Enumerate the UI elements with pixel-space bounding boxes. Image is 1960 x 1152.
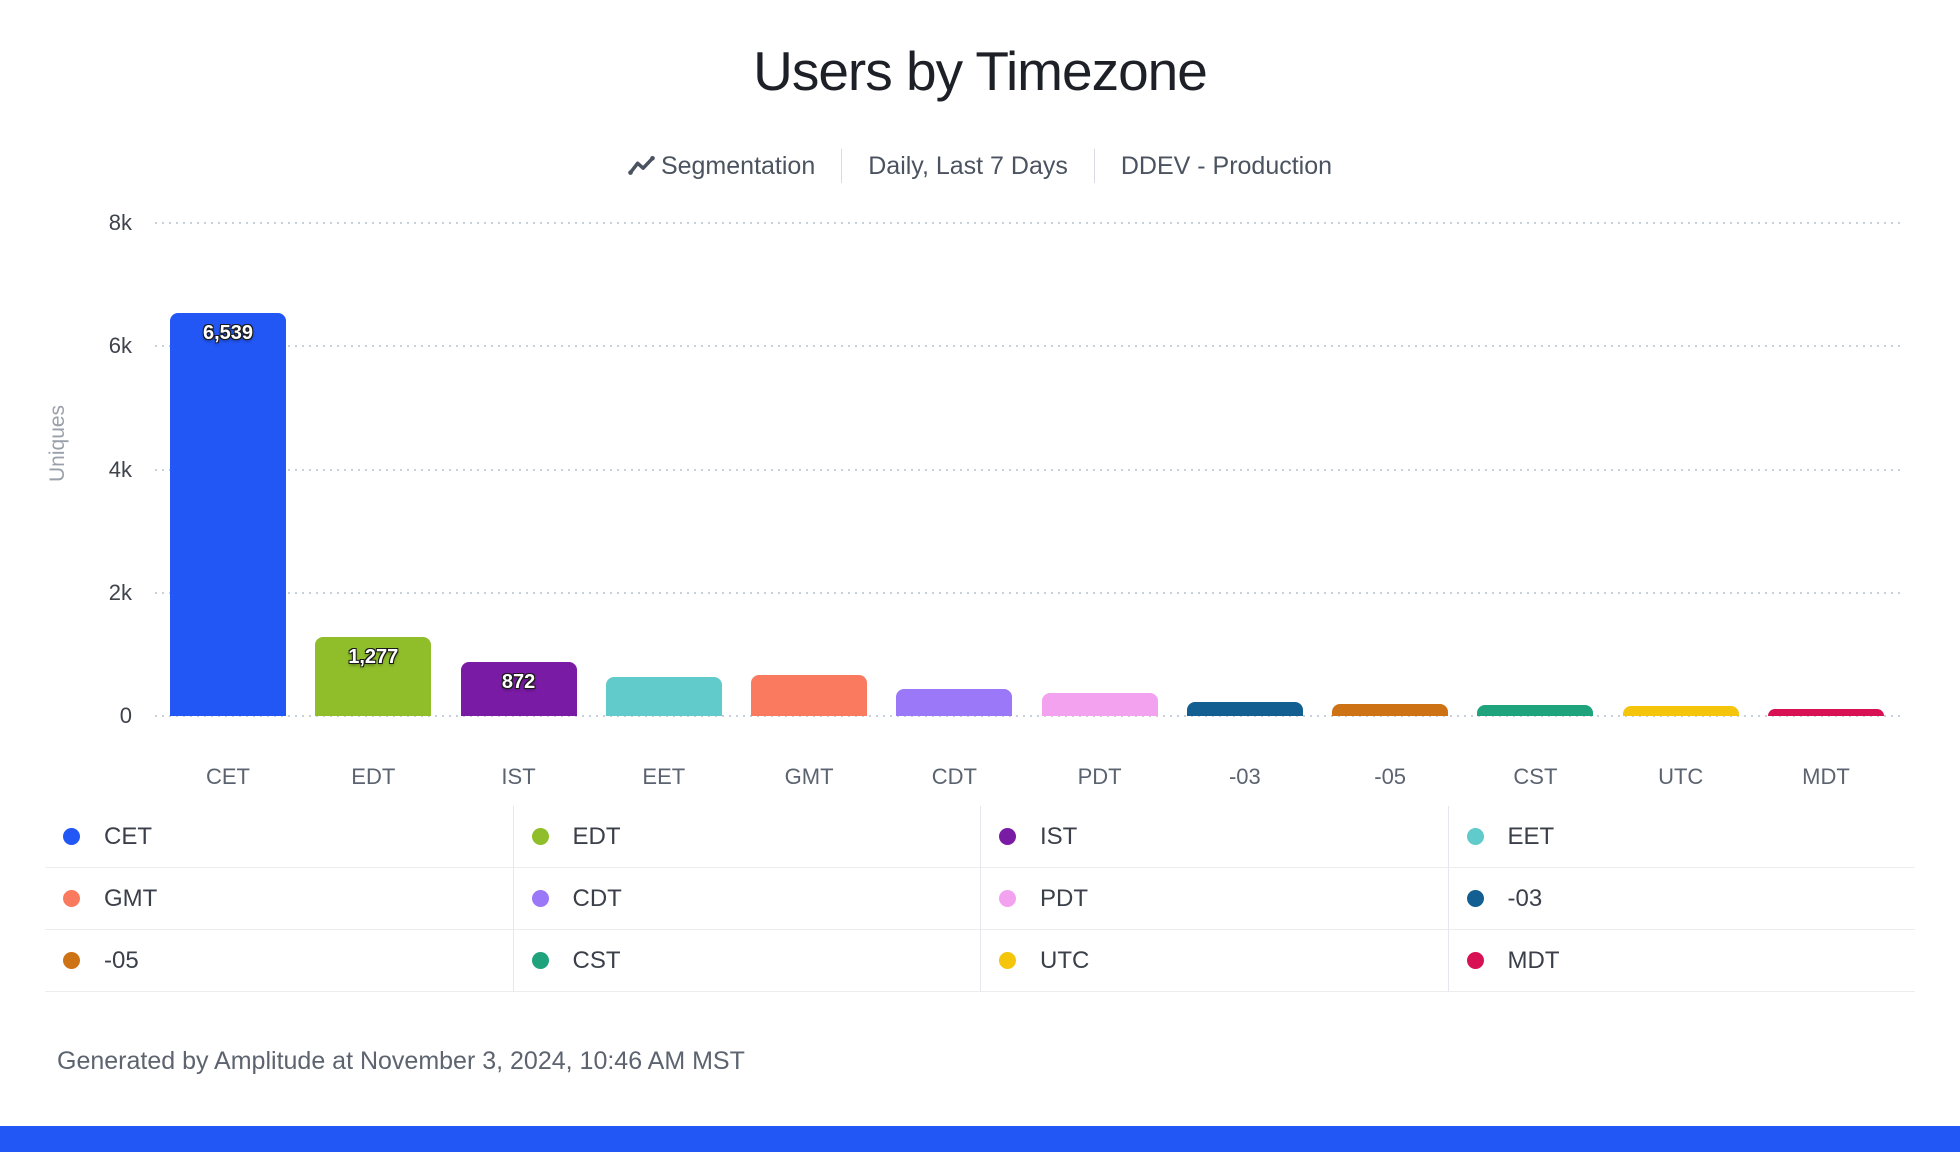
bar-CDT[interactable] bbox=[896, 688, 1013, 716]
legend-item--05[interactable]: -05 bbox=[45, 930, 513, 992]
y-tick-label: 4k bbox=[108, 456, 132, 482]
legend-color-dot bbox=[999, 828, 1016, 845]
x-tick-label: CET bbox=[206, 764, 250, 789]
bar--03[interactable] bbox=[1186, 701, 1303, 716]
legend-label: CET bbox=[104, 822, 152, 850]
bar-MDT[interactable] bbox=[1767, 709, 1884, 716]
gridline-6k bbox=[155, 345, 1905, 348]
legend-item--03[interactable]: -03 bbox=[1447, 868, 1915, 930]
meta-project: DDEV - Production bbox=[1121, 152, 1332, 181]
meta-chart-type: Segmentation bbox=[628, 152, 815, 181]
legend-label: -03 bbox=[1507, 884, 1543, 912]
gridline-2k bbox=[155, 591, 1905, 594]
legend-item-CST[interactable]: CST bbox=[512, 930, 980, 992]
legend-color-dot bbox=[63, 952, 80, 969]
legend-item-EET[interactable]: EET bbox=[1447, 806, 1915, 868]
meta-chart-type-label: Segmentation bbox=[660, 151, 816, 180]
legend-item-CET[interactable]: CET bbox=[45, 806, 513, 868]
bar--05[interactable] bbox=[1332, 703, 1449, 716]
legend-label: EET bbox=[1507, 822, 1555, 850]
legend-label: UTC bbox=[1040, 946, 1090, 974]
legend-color-dot bbox=[1466, 890, 1484, 907]
bar-GMT[interactable] bbox=[751, 675, 868, 716]
x-tick-label: CDT bbox=[931, 764, 977, 789]
legend-color-dot bbox=[1466, 828, 1484, 845]
legend-item-EDT[interactable]: EDT bbox=[512, 806, 980, 868]
meta-divider bbox=[1093, 149, 1095, 183]
y-tick-label: 6k bbox=[108, 333, 132, 359]
x-tick-label: GMT bbox=[784, 764, 834, 789]
legend-item-PDT[interactable]: PDT bbox=[980, 868, 1448, 930]
x-tick-label: CST bbox=[1513, 764, 1558, 789]
bar-value-label: 872 bbox=[501, 671, 536, 694]
legend-item-CDT[interactable]: CDT bbox=[512, 868, 980, 930]
legend-label: CDT bbox=[572, 884, 622, 912]
chart-meta-row: Segmentation Daily, Last 7 Days DDEV - P… bbox=[0, 147, 1960, 185]
meta-date-range: Daily, Last 7 Days bbox=[868, 152, 1068, 181]
x-tick-label: EET bbox=[642, 764, 686, 789]
gridline-8k bbox=[155, 222, 1905, 224]
legend-item-IST[interactable]: IST bbox=[980, 806, 1448, 868]
legend-table: CET EDT IST EET GMT CDT PDT -03 -05 CST UTC MDT bbox=[45, 806, 1915, 992]
y-tick-label: 8k bbox=[108, 210, 132, 235]
bar-CET[interactable] bbox=[170, 313, 286, 716]
legend-label: GMT bbox=[104, 884, 158, 912]
legend-label: MDT bbox=[1507, 946, 1560, 974]
x-tick-label: IST bbox=[501, 764, 536, 789]
bar-IST[interactable] bbox=[460, 662, 577, 716]
legend-item-UTC[interactable]: UTC bbox=[980, 930, 1448, 992]
line-chart-icon bbox=[628, 155, 655, 177]
meta-project-label: DDEV - Production bbox=[1120, 151, 1333, 180]
legend-color-dot bbox=[999, 890, 1016, 907]
legend-color-dot bbox=[1466, 952, 1484, 969]
x-tick-label: MDT bbox=[1802, 764, 1850, 789]
bar-CST[interactable] bbox=[1477, 704, 1594, 716]
legend-label: -05 bbox=[104, 946, 139, 974]
legend-label: EDT bbox=[572, 822, 621, 850]
bar-UTC[interactable] bbox=[1622, 706, 1739, 716]
bar-EET[interactable] bbox=[605, 676, 722, 716]
brand-bottom-bar bbox=[0, 1126, 1960, 1152]
y-tick-label: 2k bbox=[108, 579, 132, 605]
gridline-4k bbox=[155, 468, 1905, 471]
legend-color-dot bbox=[531, 952, 549, 969]
bar-EDT[interactable] bbox=[315, 637, 432, 716]
legend-color-dot bbox=[63, 828, 80, 845]
y-tick-label: 0 bbox=[119, 703, 132, 728]
legend-label: CST bbox=[572, 946, 621, 974]
x-tick-label: -05 bbox=[1374, 764, 1407, 789]
x-tick-label: EDT bbox=[351, 764, 396, 789]
x-tick-label: PDT bbox=[1077, 764, 1122, 789]
meta-divider bbox=[841, 149, 843, 183]
x-tick-label: -03 bbox=[1228, 764, 1261, 789]
legend-color-dot bbox=[63, 890, 80, 907]
legend-item-MDT[interactable]: MDT bbox=[1447, 930, 1915, 992]
gridline-0 bbox=[155, 715, 1905, 717]
bar-value-label: 6,539 bbox=[202, 322, 254, 345]
legend-color-dot bbox=[999, 952, 1016, 969]
legend-color-dot bbox=[531, 828, 549, 845]
page-title: Users by Timezone bbox=[753, 40, 1208, 102]
bar-value-label: 1,277 bbox=[348, 646, 399, 669]
generated-by-note: Generated by Amplitude at November 3, 20… bbox=[57, 1047, 745, 1075]
bar-PDT[interactable] bbox=[1041, 692, 1158, 716]
legend-label: PDT bbox=[1040, 884, 1088, 912]
legend-item-GMT[interactable]: GMT bbox=[45, 868, 513, 930]
legend-label: IST bbox=[1040, 822, 1078, 850]
meta-date-range-label: Daily, Last 7 Days bbox=[868, 151, 1068, 180]
legend-color-dot bbox=[531, 890, 549, 907]
x-tick-label: UTC bbox=[1658, 764, 1704, 789]
